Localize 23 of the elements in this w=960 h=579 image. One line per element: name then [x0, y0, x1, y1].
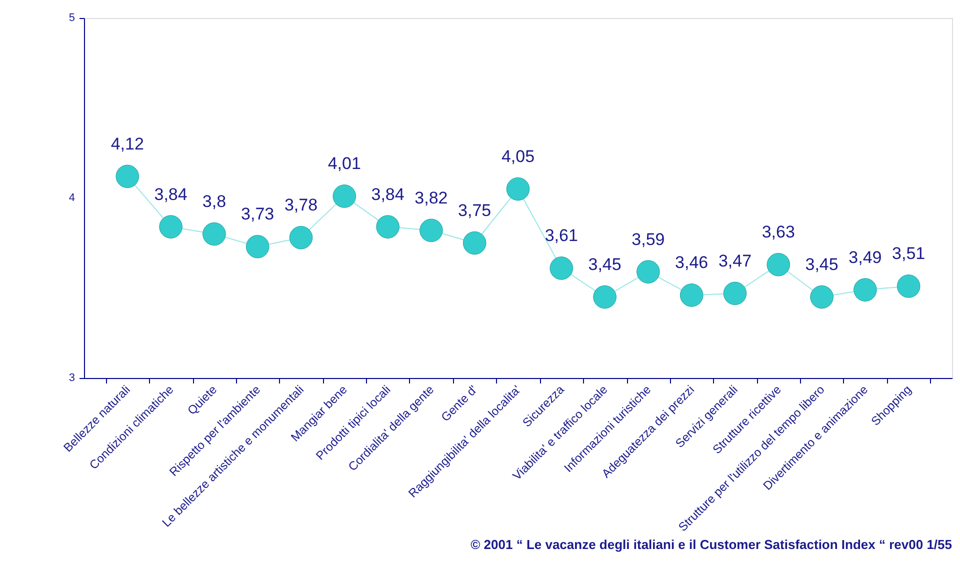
data-label: 3,82	[414, 188, 448, 208]
data-label: 3,45	[588, 255, 622, 274]
data-label: 3,84	[371, 184, 404, 204]
text: © 2001 “ Le vacanze degli italiani e il Customer Satisfaction Index “ rev00 1/55	[470, 536, 952, 552]
y-tick-label: 3	[68, 372, 75, 384]
data-label: 3,84	[154, 184, 188, 204]
data-label: 3,49	[848, 248, 882, 267]
data-label: 3,46	[675, 253, 708, 272]
data-label: 3,8	[202, 192, 226, 211]
data-label: 3,61	[544, 226, 578, 246]
data-label: 4,12	[110, 134, 144, 154]
y-tick-label: 5	[68, 12, 75, 24]
data-label: 3,75	[458, 201, 492, 220]
data-label: 3,51	[892, 244, 926, 264]
data-label: 3,59	[632, 230, 665, 249]
data-label: 3,63	[762, 222, 795, 242]
data-label: 3,73	[241, 204, 274, 224]
data-label: 3,47	[718, 251, 752, 270]
data-label: 4,05	[501, 147, 535, 166]
data-label: 3,45	[805, 255, 838, 274]
data-label: 3,78	[284, 196, 318, 215]
data-label: 4,01	[328, 154, 361, 174]
y-tick-label: 4	[68, 192, 75, 204]
